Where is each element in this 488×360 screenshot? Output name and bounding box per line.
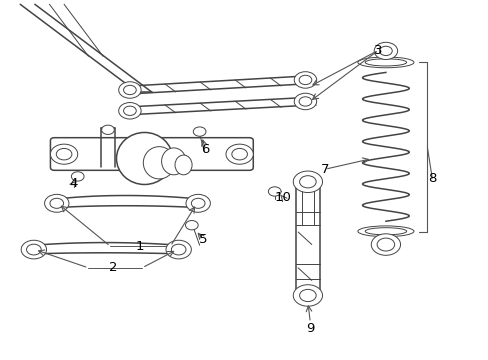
Circle shape (123, 106, 136, 116)
Text: 1: 1 (135, 240, 143, 253)
Text: 5: 5 (199, 233, 207, 246)
Circle shape (379, 46, 391, 55)
Circle shape (165, 240, 191, 259)
Text: 3: 3 (374, 44, 382, 57)
Circle shape (293, 285, 322, 306)
Circle shape (193, 127, 205, 136)
Text: 2: 2 (108, 261, 117, 274)
Circle shape (185, 194, 210, 212)
Circle shape (376, 238, 394, 251)
Circle shape (299, 289, 316, 302)
Circle shape (225, 144, 253, 164)
Circle shape (44, 194, 69, 212)
Circle shape (294, 72, 316, 88)
Text: 6: 6 (201, 143, 209, 156)
Circle shape (71, 172, 84, 181)
Circle shape (26, 244, 41, 255)
Ellipse shape (143, 147, 175, 179)
Ellipse shape (175, 155, 192, 175)
Circle shape (50, 144, 78, 164)
Circle shape (299, 97, 311, 106)
Circle shape (373, 42, 397, 59)
Text: 10: 10 (274, 192, 290, 204)
FancyBboxPatch shape (50, 138, 253, 170)
Circle shape (119, 103, 141, 119)
Text: 8: 8 (427, 172, 435, 185)
Ellipse shape (161, 148, 185, 175)
Circle shape (56, 148, 72, 160)
Circle shape (231, 148, 247, 160)
Circle shape (21, 240, 46, 259)
Ellipse shape (357, 226, 413, 237)
Circle shape (171, 244, 185, 255)
Ellipse shape (365, 59, 406, 66)
Text: 4: 4 (69, 177, 78, 190)
Circle shape (299, 176, 316, 188)
Circle shape (123, 85, 136, 95)
Ellipse shape (365, 228, 406, 235)
Ellipse shape (357, 57, 413, 68)
Circle shape (119, 82, 141, 98)
Circle shape (370, 234, 400, 255)
Circle shape (50, 198, 63, 208)
Text: 9: 9 (305, 322, 314, 335)
Circle shape (102, 125, 114, 134)
Ellipse shape (116, 132, 172, 184)
Circle shape (191, 198, 204, 208)
Text: 7: 7 (320, 163, 328, 176)
Circle shape (185, 221, 198, 230)
Circle shape (294, 93, 316, 110)
Circle shape (293, 171, 322, 193)
Circle shape (268, 187, 281, 196)
Circle shape (299, 75, 311, 85)
